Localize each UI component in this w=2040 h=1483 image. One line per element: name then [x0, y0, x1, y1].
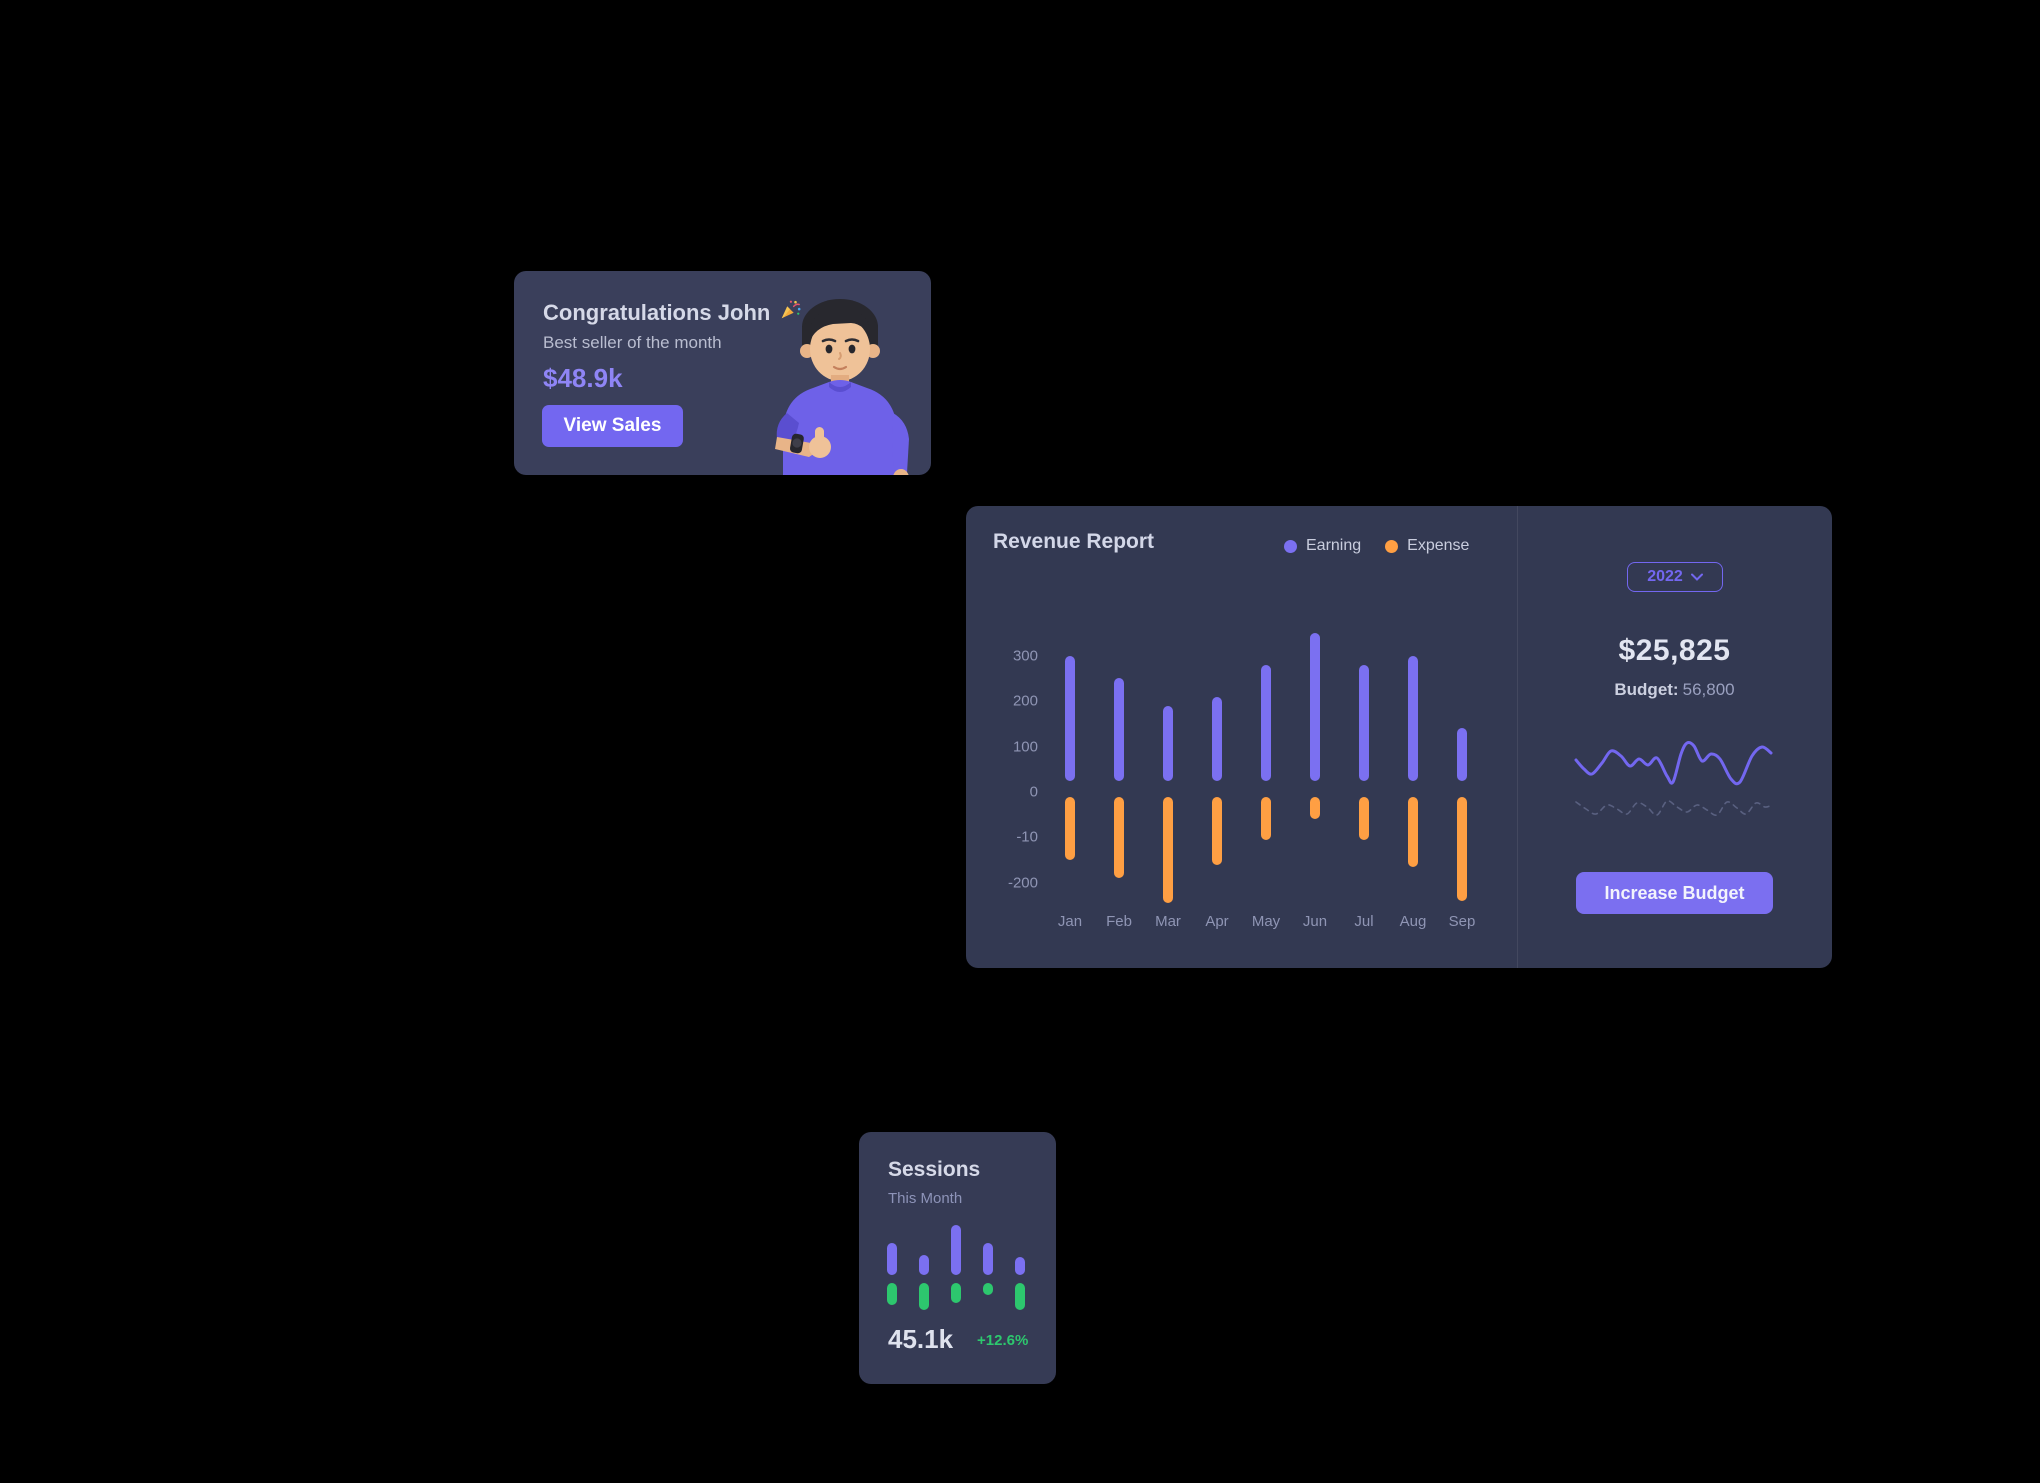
sessions-bottom-bar — [983, 1283, 993, 1295]
y-axis-tick: 0 — [1029, 783, 1038, 801]
sessions-subtitle: This Month — [888, 1190, 963, 1207]
earning-bar-May — [1261, 664, 1271, 781]
congrats-title: Congratulations John — [543, 300, 771, 325]
x-axis-tick: Jun — [1302, 913, 1328, 930]
x-axis-tick: May — [1251, 913, 1281, 930]
legend-earning-label: Earning — [1306, 537, 1362, 554]
x-axis-tick: Sep — [1448, 913, 1476, 930]
sessions-delta-badge: +12.6% — [977, 1332, 1029, 1349]
chart-legend: Earning Expense — [1284, 537, 1469, 555]
expense-dot-icon — [1385, 539, 1399, 553]
sessions-bottom-bar — [1015, 1283, 1025, 1310]
expense-bar-Aug — [1408, 796, 1418, 867]
congrats-amount: $48.9k — [543, 363, 623, 393]
expense-bar-Jan — [1065, 796, 1075, 861]
sessions-bottom-bar — [919, 1283, 929, 1310]
expense-bar-Sep — [1457, 796, 1467, 902]
panel-divider — [1517, 506, 1518, 968]
budget-sparkline-previous — [1575, 800, 1773, 817]
sessions-title: Sessions — [888, 1158, 981, 1181]
congratulations-card: Congratulations John Best seller of the … — [514, 271, 931, 475]
sessions-bottom-bar — [951, 1283, 961, 1303]
sessions-top-bar — [951, 1225, 961, 1275]
earning-dot-icon — [1284, 539, 1297, 553]
x-axis-tick: Aug — [1399, 913, 1427, 930]
expense-bar-Feb — [1114, 796, 1124, 879]
x-axis-tick: Jul — [1354, 913, 1374, 930]
earning-bar-Jun — [1310, 632, 1320, 781]
year-value: 2022 — [1647, 568, 1683, 585]
expense-bar-Jul — [1359, 796, 1369, 840]
x-axis-tick: Feb — [1106, 913, 1132, 930]
revenue-title: Revenue Report — [993, 530, 1155, 553]
earning-bar-Apr — [1212, 696, 1222, 781]
expense-bar-Apr — [1212, 796, 1222, 865]
sessions-top-bar — [919, 1255, 929, 1275]
sessions-mini-chart — [859, 1132, 1056, 1384]
legend-item-expense[interactable]: Expense — [1385, 537, 1469, 555]
congrats-title-row: Congratulations John — [543, 299, 801, 327]
sessions-card: Sessions This Month 45.1k +12.6% — [859, 1132, 1056, 1384]
y-axis-tick: 200 — [1012, 692, 1038, 710]
budget-sparkline-current — [1574, 741, 1773, 786]
earning-bar-Jul — [1359, 664, 1369, 781]
earning-bar-Jan — [1065, 655, 1075, 781]
x-axis-tick: Mar — [1155, 913, 1181, 930]
earning-bar-Sep — [1457, 728, 1467, 781]
budget-panel: 2022 $25,825 Budget: 56,800 Increase Budg… — [1517, 506, 1832, 968]
x-axis-tick: Jan — [1057, 913, 1083, 930]
chevron-down-icon — [1690, 568, 1703, 586]
best-seller-illustration — [775, 299, 909, 475]
view-sales-button[interactable]: View Sales — [542, 405, 683, 447]
total-amount: $25,825 — [1618, 634, 1731, 667]
increase-budget-button[interactable]: Increase Budget — [1576, 872, 1773, 914]
congrats-subtitle: Best seller of the month — [543, 333, 722, 352]
sessions-top-bar — [983, 1243, 993, 1275]
year-selector[interactable]: 2022 — [1627, 562, 1723, 592]
revenue-report-card: Revenue Report Earning Expense 300 200 100… — [966, 506, 1832, 968]
budget-label: Budget: — [1614, 680, 1679, 699]
y-axis-tick: -200 — [1007, 874, 1038, 892]
expense-bar-Jun — [1310, 796, 1320, 820]
budget-line: Budget: 56,800 — [1517, 680, 1832, 700]
party-popper-icon — [779, 299, 801, 327]
earning-bar-Mar — [1163, 705, 1173, 781]
sessions-top-bar — [1015, 1257, 1025, 1275]
sessions-bottom-bar — [887, 1283, 897, 1305]
budget-value: 56,800 — [1682, 680, 1735, 699]
legend-item-earning[interactable]: Earning — [1284, 537, 1361, 555]
y-axis-tick: 100 — [1012, 738, 1038, 756]
sessions-top-bar — [887, 1243, 897, 1275]
expense-bar-May — [1261, 796, 1271, 840]
legend-expense-label: Expense — [1407, 537, 1470, 554]
earning-bar-Aug — [1408, 655, 1418, 781]
earning-bar-Feb — [1114, 678, 1124, 781]
y-axis-tick: 300 — [1012, 647, 1038, 665]
expense-bar-Mar — [1163, 796, 1173, 904]
sessions-value: 45.1k — [888, 1324, 954, 1354]
x-axis-tick: Apr — [1205, 913, 1229, 930]
y-axis-tick: -10 — [1016, 828, 1038, 846]
revenue-bar-chart: 300 200 100 0 -10 -200 Jan Feb Mar Apr May Jun Jul Au… — [966, 506, 1832, 968]
